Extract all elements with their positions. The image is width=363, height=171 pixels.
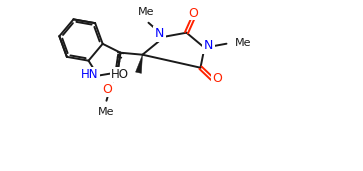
Text: HN: HN: [81, 68, 99, 81]
Text: O: O: [212, 72, 222, 85]
Text: N: N: [204, 39, 213, 52]
Text: N: N: [155, 27, 164, 40]
Text: O: O: [188, 7, 198, 20]
Text: HO: HO: [110, 68, 129, 81]
Text: Me: Me: [98, 107, 115, 117]
Text: Me: Me: [234, 38, 251, 48]
Text: Me: Me: [138, 7, 155, 17]
Text: O: O: [102, 83, 113, 96]
Polygon shape: [135, 55, 142, 73]
